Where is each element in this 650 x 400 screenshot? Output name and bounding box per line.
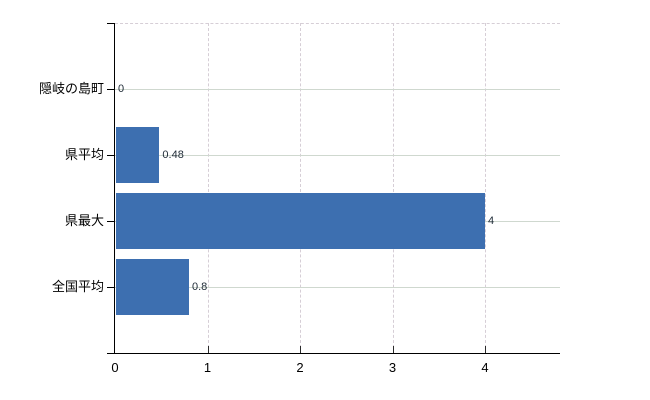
x-axis-tick xyxy=(207,346,209,353)
x-tick-label: 3 xyxy=(388,360,397,375)
x-tick-label: 0 xyxy=(111,360,119,375)
category-label: 県最大 xyxy=(64,213,104,228)
category-label: 県平均 xyxy=(64,147,104,162)
data-label: 0.8 xyxy=(192,281,208,293)
gridline-horizontal xyxy=(115,287,560,288)
x-axis-line xyxy=(107,353,560,354)
y-axis-tick xyxy=(107,287,114,288)
gridline-vertical xyxy=(207,23,209,353)
bar xyxy=(116,259,189,315)
y-axis-tick xyxy=(107,221,114,222)
x-tick-label: 1 xyxy=(203,360,212,375)
x-tick-label: 4 xyxy=(481,360,489,375)
x-axis-tick xyxy=(392,346,394,353)
gridline-vertical xyxy=(485,23,487,353)
y-axis-line xyxy=(114,23,115,353)
x-axis-tick xyxy=(485,346,487,353)
bar xyxy=(116,193,486,249)
gridline-horizontal xyxy=(115,155,560,156)
y-axis-tick xyxy=(107,155,114,156)
x-tick-label: 2 xyxy=(296,360,304,375)
data-label: 0 xyxy=(118,83,125,95)
category-label: 隠岐の島町 xyxy=(38,81,104,96)
gridline-vertical xyxy=(300,23,302,353)
gridline-horizontal xyxy=(115,89,560,90)
y-axis-tick xyxy=(107,23,114,24)
data-label: 4 xyxy=(488,215,495,227)
plot-top-border xyxy=(115,23,560,24)
x-axis-tick xyxy=(300,346,302,353)
data-label: 0.48 xyxy=(162,149,184,161)
y-axis-tick xyxy=(107,89,114,90)
category-label: 全国平均 xyxy=(51,279,104,294)
gridline-vertical xyxy=(392,23,394,353)
bar xyxy=(116,127,160,183)
